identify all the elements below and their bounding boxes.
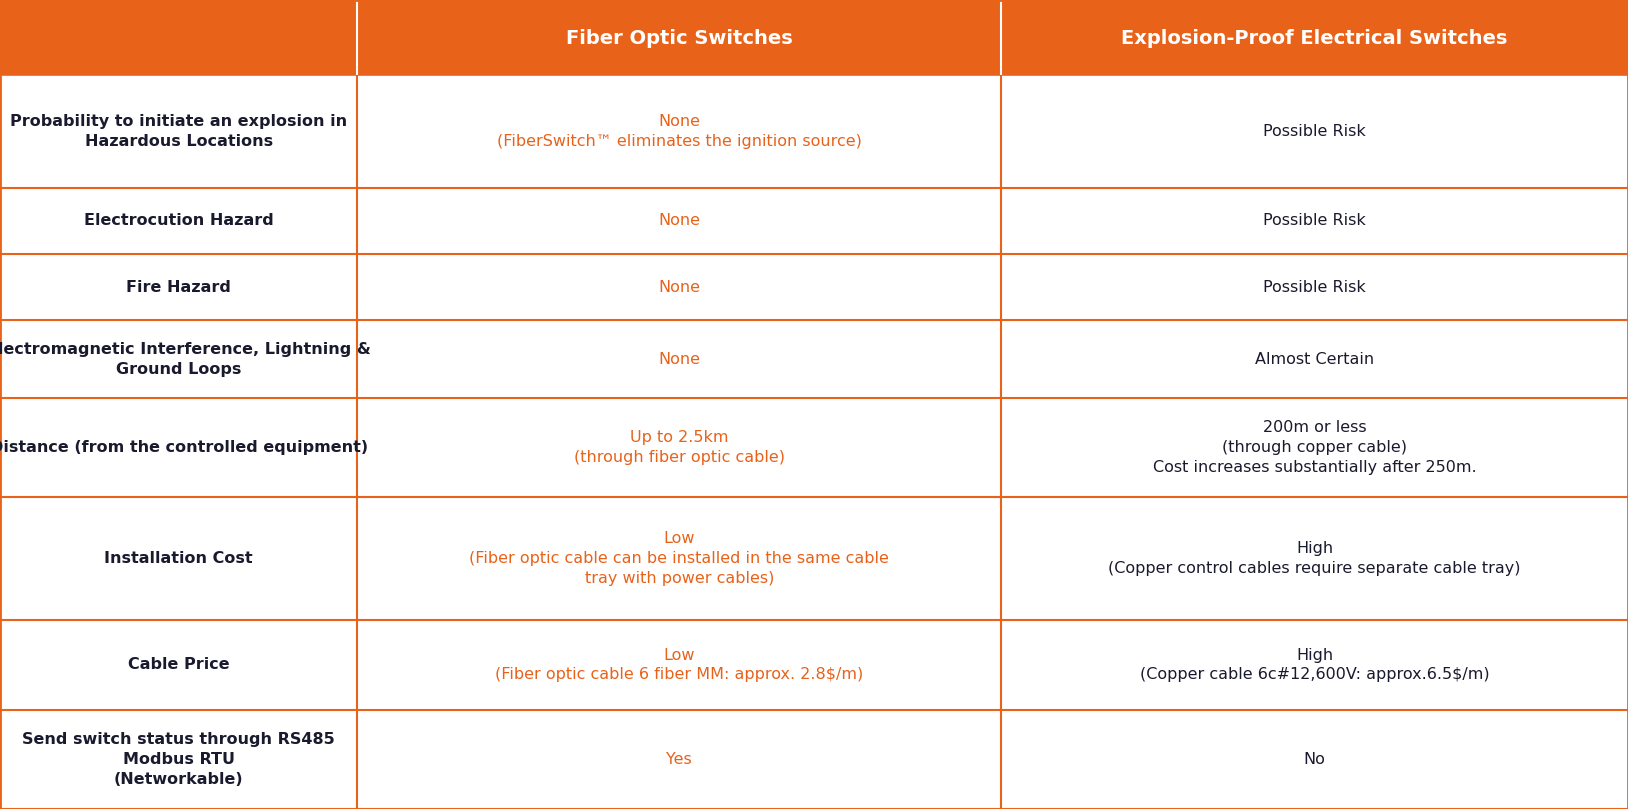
Text: Installation Cost: Installation Cost [104,551,252,565]
Text: Possible Risk: Possible Risk [1263,280,1366,294]
Text: Possible Risk: Possible Risk [1263,214,1366,228]
Text: Electrocution Hazard: Electrocution Hazard [83,214,274,228]
Text: 200m or less
(through copper cable)
Cost increases substantially after 250m.: 200m or less (through copper cable) Cost… [1153,420,1477,475]
Bar [0,254,1628,320]
Text: Fiber Optic Switches: Fiber Optic Switches [567,28,793,48]
Text: High
(Copper cable 6c#12,600V: approx.6.5$/m): High (Copper cable 6c#12,600V: approx.6.… [1140,647,1490,683]
Text: High
(Copper control cables require separate cable tray): High (Copper control cables require sepa… [1109,540,1521,576]
Text: Cable Price: Cable Price [129,658,230,672]
Text: None: None [658,214,700,228]
Text: Almost Certain: Almost Certain [1255,352,1374,366]
Text: None: None [658,280,700,294]
Text: Electromagnetic Interference, Lightning &
Ground Loops: Electromagnetic Interference, Lightning … [0,341,371,377]
Text: No: No [1304,752,1325,767]
Bar [0,497,1628,620]
Text: Probability to initiate an explosion in
Hazardous Locations: Probability to initiate an explosion in … [10,114,347,150]
Text: Low
(Fiber optic cable can be installed in the same cable
tray with power cables: Low (Fiber optic cable can be installed … [469,531,889,586]
Text: None: None [658,352,700,366]
Bar [0,320,1628,398]
Text: Up to 2.5km
(through fiber optic cable): Up to 2.5km (through fiber optic cable) [573,430,785,465]
Bar [0,76,1628,188]
Text: Fire Hazard: Fire Hazard [127,280,231,294]
Text: Distance (from the controlled equipment): Distance (from the controlled equipment) [0,440,368,455]
Text: Low
(Fiber optic cable 6 fiber MM: approx. 2.8$/m): Low (Fiber optic cable 6 fiber MM: appro… [495,647,863,683]
Bar [0,188,1628,254]
Bar [0,0,1628,76]
Text: Send switch status through RS485
Modbus RTU
(Networkable): Send switch status through RS485 Modbus … [23,732,335,787]
Text: Yes: Yes [666,752,692,767]
Text: Explosion-Proof Electrical Switches: Explosion-Proof Electrical Switches [1122,28,1508,48]
Bar [0,710,1628,809]
Text: None
(FiberSwitch™ eliminates the ignition source): None (FiberSwitch™ eliminates the igniti… [497,114,861,150]
Bar [0,398,1628,497]
Bar [0,620,1628,710]
Text: Possible Risk: Possible Risk [1263,125,1366,139]
